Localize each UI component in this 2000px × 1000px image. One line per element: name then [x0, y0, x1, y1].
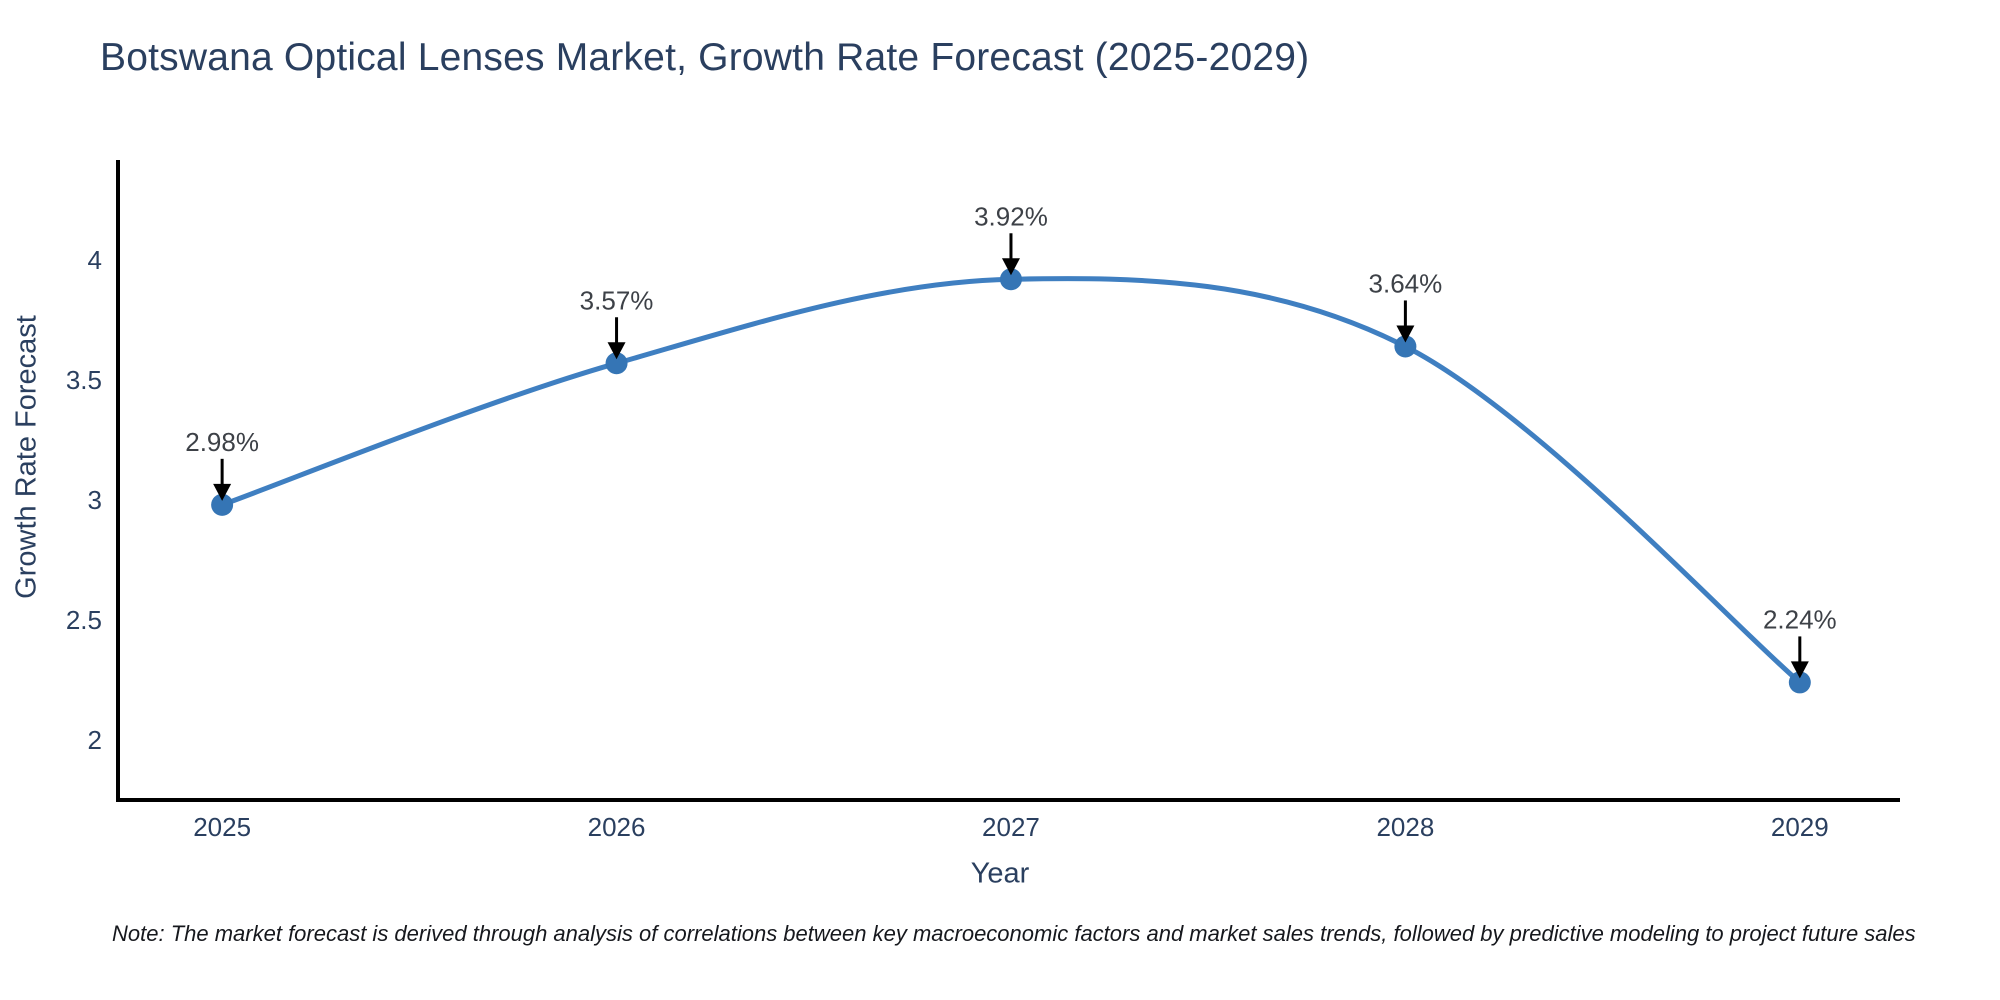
- x-axis-title: Year: [970, 857, 1030, 890]
- annotation-arrowhead: [1790, 661, 1809, 679]
- data-point-label: 2.98%: [185, 427, 259, 457]
- y-tick-label: 4: [88, 245, 102, 275]
- x-tick-label: 2026: [588, 812, 646, 842]
- annotation-arrowhead: [1001, 258, 1020, 276]
- data-point-marker: [999, 268, 1022, 291]
- forecast-line: [219, 276, 1803, 685]
- x-tick-label: 2025: [193, 812, 251, 842]
- data-point-label: 3.57%: [580, 285, 654, 315]
- x-tick-label: 2029: [1771, 812, 1829, 842]
- x-tick-label: 2027: [982, 812, 1040, 842]
- footnote: Note: The market forecast is derived thr…: [112, 921, 1916, 946]
- data-point-label: 3.92%: [974, 201, 1048, 231]
- y-tick-label: 3.5: [66, 365, 102, 395]
- annotation-arrowhead: [607, 342, 626, 360]
- y-tick-label: 2: [88, 725, 102, 755]
- x-tick-label: 2028: [1376, 812, 1434, 842]
- annotation-arrowhead: [1396, 325, 1415, 343]
- y-axis-title: Growth Rate Forecast: [10, 315, 43, 599]
- data-point-label: 3.64%: [1369, 268, 1443, 298]
- data-point-marker: [1394, 335, 1417, 358]
- y-tick-label: 3: [88, 485, 102, 515]
- y-tick-label: 2.5: [66, 605, 102, 635]
- data-point-marker: [605, 352, 628, 375]
- chart-title: Botswana Optical Lenses Market, Growth R…: [100, 36, 1310, 79]
- data-point-marker: [211, 493, 234, 516]
- annotation-arrowhead: [213, 483, 232, 501]
- data-point-marker: [1788, 671, 1811, 694]
- data-point-label: 2.24%: [1763, 604, 1837, 634]
